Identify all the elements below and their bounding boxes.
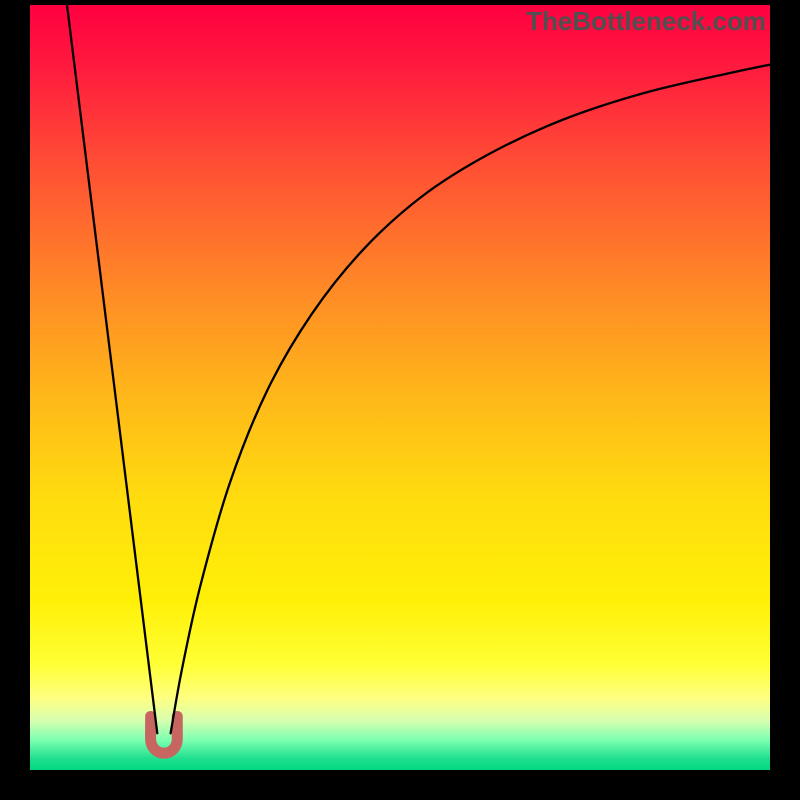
chart-container: TheBottleneck.com — [0, 0, 800, 800]
curve-layer — [30, 5, 770, 770]
plot-area — [30, 5, 770, 770]
curve-left-branch — [67, 5, 157, 733]
watermark-text: TheBottleneck.com — [526, 6, 766, 37]
curve-right-branch — [171, 65, 770, 734]
